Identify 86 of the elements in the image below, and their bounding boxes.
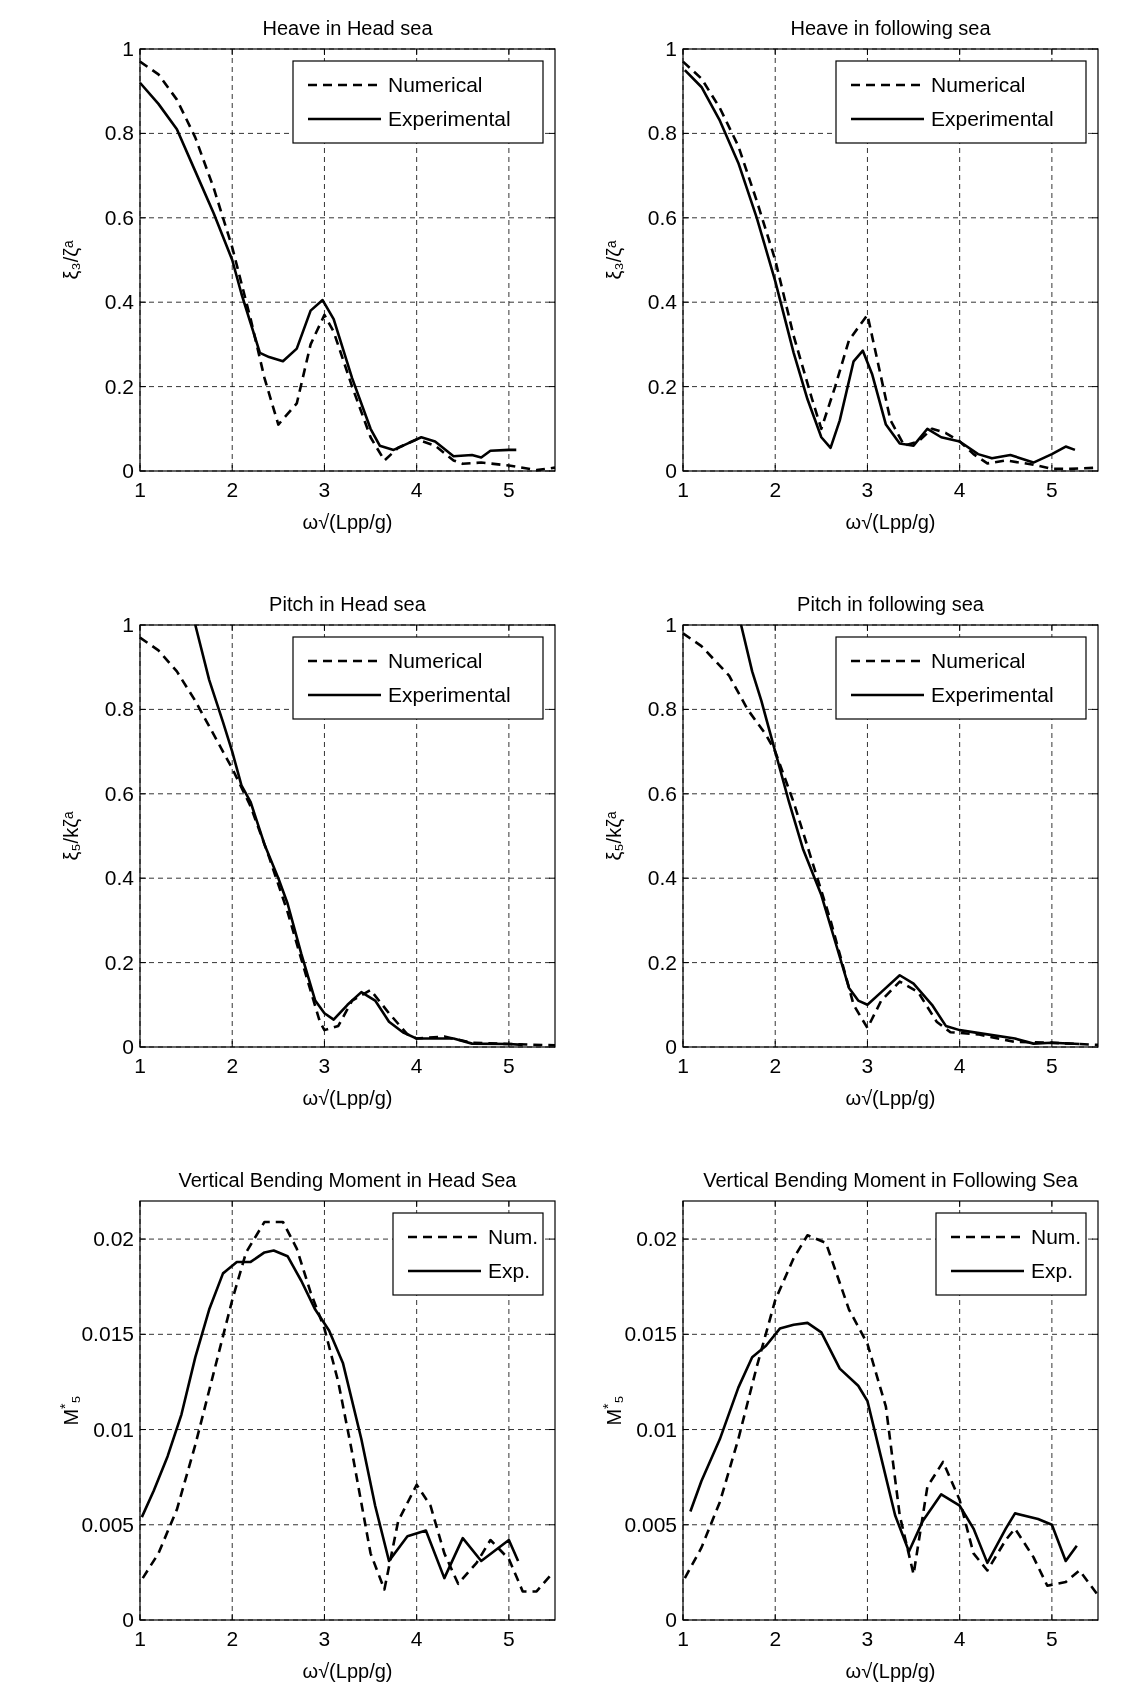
- x-tick-label: 3: [318, 1054, 331, 1077]
- y-tick-label: 0.4: [647, 290, 678, 314]
- y-tick-label: 0.2: [647, 374, 677, 398]
- y-tick-label: 0.6: [647, 781, 677, 805]
- x-tick-label: 4: [410, 478, 423, 501]
- y-tick-label: 0.01: [93, 1417, 134, 1441]
- legend-label: Num.: [488, 1225, 539, 1248]
- y-tick-label: 0.6: [647, 205, 677, 229]
- y-tick-label: 0.015: [81, 1322, 134, 1346]
- chart-title: Pitch in following sea: [797, 593, 985, 615]
- x-tick-label: 2: [769, 1054, 782, 1077]
- y-tick-label: 0.02: [636, 1227, 677, 1251]
- legend-label: Numerical: [931, 73, 1026, 96]
- y-tick-label: 0.6: [104, 781, 134, 805]
- x-tick-label: 4: [953, 1054, 966, 1077]
- x-axis-title: ω√(Lpp/g): [845, 511, 936, 533]
- x-tick-label: 5: [503, 478, 515, 501]
- y-tick-label: 0.005: [624, 1512, 677, 1536]
- legend-label: Num.: [1031, 1225, 1082, 1248]
- legend-label: Experimental: [388, 683, 511, 706]
- y-tick-label: 0: [122, 1035, 134, 1058]
- y-tick-label: 0.01: [636, 1417, 677, 1441]
- y-tick-label: 0.02: [93, 1227, 134, 1251]
- legend-label: Exp.: [1031, 1259, 1074, 1282]
- x-tick-label: 3: [318, 1627, 331, 1650]
- legend-label: Experimental: [931, 683, 1054, 706]
- y-tick-label: 0.2: [104, 374, 134, 398]
- legend-label: Numerical: [388, 649, 483, 672]
- y-axis-title: ξ₃/ζᵃ: [603, 239, 625, 280]
- x-tick-label: 3: [861, 1627, 874, 1650]
- chart-title: Heave in Head sea: [262, 17, 434, 39]
- y-tick-label: 0: [665, 1608, 677, 1631]
- x-tick-label: 2: [769, 478, 782, 501]
- x-tick-label: 3: [861, 478, 874, 501]
- y-tick-label: 0: [665, 459, 677, 482]
- y-axis-title: ξ₅/kζᵃ: [603, 811, 625, 861]
- x-tick-label: 4: [410, 1627, 423, 1650]
- legend-label: Numerical: [931, 649, 1026, 672]
- x-tick-label: 4: [953, 1627, 966, 1650]
- y-tick-label: 0.8: [647, 121, 677, 145]
- y-tick-label: 1: [665, 37, 677, 60]
- chart-title: Vertical Bending Moment in Head Sea: [178, 1169, 518, 1191]
- y-tick-label: 0.6: [104, 205, 134, 229]
- x-tick-label: 4: [953, 478, 966, 501]
- y-tick-label: 1: [665, 613, 677, 636]
- x-axis-title: ω√(Lpp/g): [302, 1660, 393, 1682]
- y-tick-label: 0: [122, 459, 134, 482]
- x-tick-label: 5: [503, 1054, 515, 1077]
- y-tick-label: 0.015: [624, 1322, 677, 1346]
- x-tick-label: 2: [769, 1627, 782, 1650]
- legend-label: Experimental: [388, 107, 511, 130]
- x-axis-title: ω√(Lpp/g): [302, 511, 393, 533]
- x-tick-label: 5: [503, 1627, 515, 1650]
- y-tick-label: 0: [665, 1035, 677, 1058]
- chart-title: Vertical Bending Moment in Following Sea: [703, 1169, 1079, 1191]
- y-tick-label: 0.8: [104, 121, 134, 145]
- x-tick-label: 2: [226, 478, 239, 501]
- x-tick-label: 5: [1046, 478, 1058, 501]
- y-tick-label: 0.4: [647, 866, 678, 890]
- x-axis-title: ω√(Lpp/g): [302, 1087, 393, 1109]
- y-tick-label: 1: [122, 613, 134, 636]
- x-tick-label: 5: [1046, 1054, 1058, 1077]
- x-tick-label: 3: [861, 1054, 874, 1077]
- y-tick-label: 0.4: [104, 866, 135, 890]
- y-tick-label: 0.005: [81, 1512, 134, 1536]
- y-tick-label: 0.2: [104, 950, 134, 974]
- x-tick-label: 2: [226, 1627, 239, 1650]
- legend-label: Exp.: [488, 1259, 531, 1282]
- chart-title: Heave in following sea: [790, 17, 992, 39]
- y-axis-title: ξ₃/ζᵃ: [60, 239, 82, 280]
- x-tick-label: 2: [226, 1054, 239, 1077]
- x-tick-label: 5: [1046, 1627, 1058, 1650]
- y-tick-label: 0.4: [104, 290, 135, 314]
- y-tick-label: 1: [122, 37, 134, 60]
- x-axis-title: ω√(Lpp/g): [845, 1660, 936, 1682]
- y-tick-label: 0.2: [647, 950, 677, 974]
- chart-title: Pitch in Head sea: [269, 593, 427, 615]
- x-tick-label: 4: [410, 1054, 423, 1077]
- x-tick-label: 3: [318, 478, 331, 501]
- legend-label: Experimental: [931, 107, 1054, 130]
- legend-label: Numerical: [388, 73, 483, 96]
- y-tick-label: 0: [122, 1608, 134, 1631]
- y-tick-label: 0.8: [647, 697, 677, 721]
- x-axis-title: ω√(Lpp/g): [845, 1087, 936, 1109]
- y-tick-label: 0.8: [104, 697, 134, 721]
- y-axis-title: ξ₅/kζᵃ: [60, 811, 82, 861]
